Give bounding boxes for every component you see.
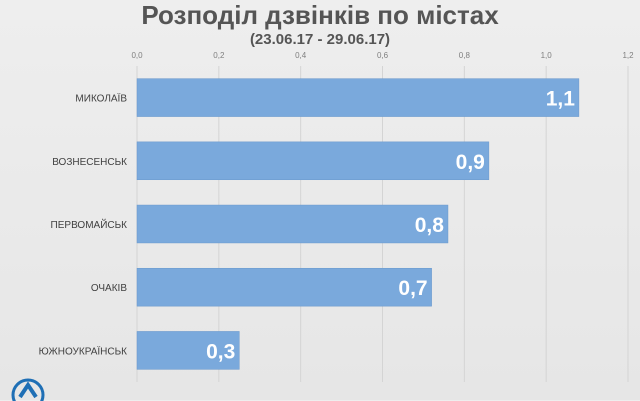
company-logo-icon [8,375,48,401]
data-label: 0,3 [206,340,235,363]
category-label: МИКОЛАЇВ [75,93,127,105]
x-tick-label: 1,2 [622,51,634,60]
data-label: 0,9 [456,151,485,174]
bar [136,204,449,244]
bar [136,141,490,181]
chart-subtitle: (23.06.17 - 29.06.17) [249,31,391,48]
x-tick-label: 1,0 [541,51,553,60]
category-label: ЮЖНОУКРАЇНСЬК [39,345,128,357]
bar [136,331,240,370]
category-label: ПЕРВОМАЙСЬК [51,218,128,231]
x-tick-label: 0,6 [377,51,389,60]
data-label: 1,1 [546,88,576,111]
x-tick-label: 0,2 [213,51,225,60]
bar [136,78,580,117]
chart-title: Розподіл дзвінків по містах [141,0,499,30]
bar [136,267,432,307]
category-label: ОЧАКІВ [91,283,127,294]
data-label: 0,7 [398,277,427,300]
x-tick-label: 0,8 [459,51,471,60]
x-tick-label: 0,4 [295,51,307,60]
x-tick-label: 0,0 [131,51,143,60]
category-label: ВОЗНЕСЕНСЬК [52,157,127,168]
data-label: 0,8 [415,214,445,237]
